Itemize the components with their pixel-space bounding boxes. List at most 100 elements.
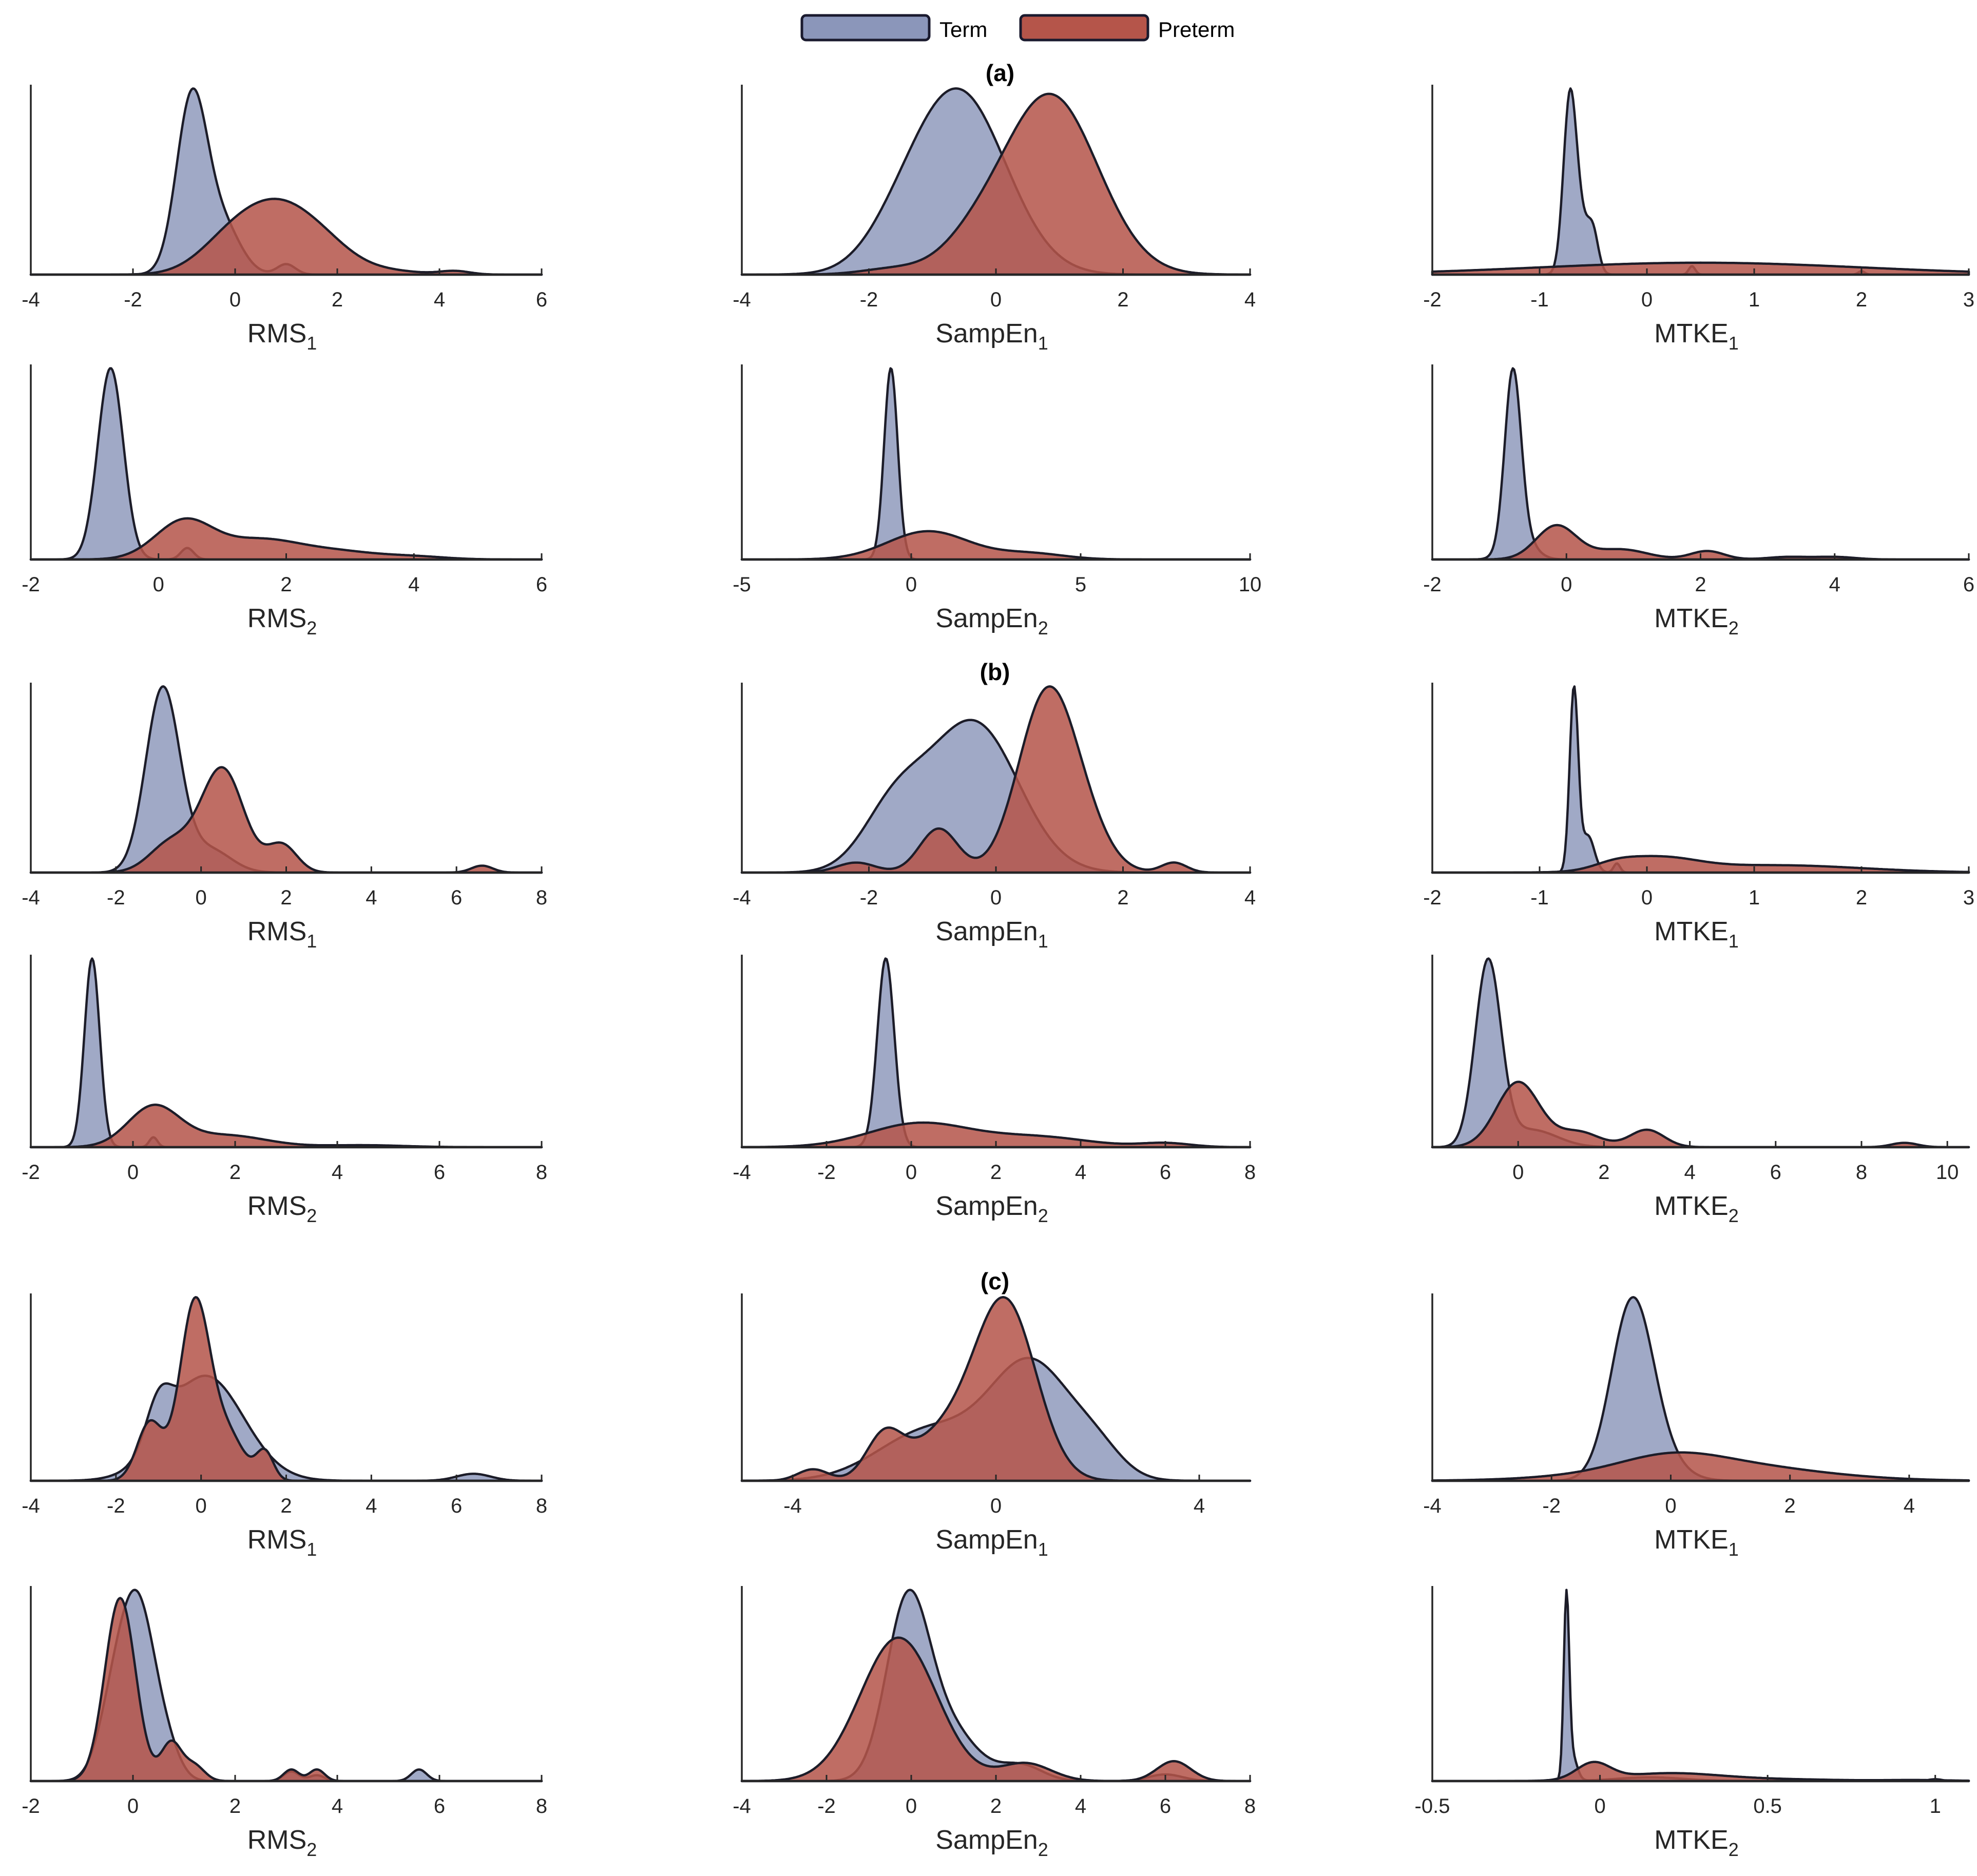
- x-axis-label: RMS1: [247, 1525, 317, 1560]
- x-tick-label: 1: [1749, 886, 1760, 909]
- x-axis-label: MTKE2: [1654, 1191, 1738, 1226]
- x-axis-label: RMS2: [247, 604, 317, 639]
- x-tick-label: -4: [783, 1495, 802, 1517]
- density-preterm-subplot-rms1-c: [29, 1296, 543, 1482]
- x-tick-label: 0: [906, 573, 917, 596]
- density-term-subplot-mtke1-b: [1431, 685, 1970, 874]
- subplot-sampen1-b: -4 -2 0 2 4 SampEn1: [733, 683, 1256, 952]
- density-preterm-subplot-rms1-a: [29, 198, 543, 276]
- density-term-subplot-rms2-b: [29, 957, 543, 1149]
- density-preterm-subplot-rms2-a: [29, 517, 543, 561]
- x-tick-label: 0: [990, 886, 1002, 909]
- x-axis-label-subscript: 1: [306, 931, 317, 952]
- x-tick-label: -4: [733, 1161, 751, 1184]
- x-tick-label: -2: [1423, 288, 1442, 311]
- x-axis-label-subscript: 1: [306, 333, 317, 354]
- x-tick-label: -5: [733, 573, 751, 596]
- x-axis-label: RMS2: [247, 1825, 317, 1860]
- legend: Term Preterm: [800, 14, 1235, 42]
- x-axis-label-subscript: 1: [306, 1539, 317, 1560]
- x-tick-label: -2: [1542, 1495, 1561, 1517]
- x-axis-label: SampEn1: [935, 1525, 1048, 1560]
- x-tick-label: -4: [22, 1495, 40, 1517]
- x-tick-label: 2: [1856, 886, 1867, 909]
- x-tick-label: 1: [1930, 1795, 1941, 1817]
- legend-swatch-term: [800, 14, 931, 42]
- x-tick-label: 0: [906, 1161, 917, 1184]
- x-tick-label: 3: [1963, 288, 1974, 311]
- x-tick-label: 0: [153, 573, 164, 596]
- density-preterm-subplot-mtke1-b: [1431, 855, 1970, 874]
- x-tick-label: 2: [280, 1495, 292, 1517]
- x-tick-label: 4: [366, 1495, 377, 1517]
- subplot-mtke1-b: -2 -1 0 1 2 3 MTKE1: [1423, 683, 1974, 952]
- x-axis-label-subscript: 2: [306, 1205, 317, 1226]
- x-tick-label: 5: [1075, 573, 1086, 596]
- subplot-sampen2-b: -4 -2 0 2 4 6 8 SampEn2: [733, 955, 1256, 1226]
- x-axis-label: RMS2: [247, 1191, 317, 1226]
- legend-label-term: Term: [939, 17, 987, 42]
- subplot-mtke1-a: -2 -1 0 1 2 3 MTKE1: [1423, 85, 1974, 354]
- density-preterm-subplot-sampen1-a: [740, 92, 1252, 276]
- density-preterm-subplot-mtke2-c: [1431, 1761, 1970, 1783]
- x-tick-label: 0: [1665, 1495, 1676, 1517]
- x-axis-label: MTKE2: [1654, 1825, 1738, 1860]
- x-axis-label: MTKE2: [1654, 604, 1738, 639]
- x-tick-label: 1: [1749, 288, 1760, 311]
- subplot-mtke2-c: -0.5 0 0.5 1 MTKE2: [1415, 1586, 1970, 1860]
- x-tick-label: 4: [332, 1161, 343, 1184]
- x-tick-label: 6: [1160, 1161, 1171, 1184]
- subplot-rms1-a: -4 -2 0 2 4 6 RMS1: [22, 85, 547, 354]
- legend-label-preterm: Preterm: [1158, 17, 1235, 42]
- x-tick-label: 0: [1641, 288, 1653, 311]
- x-axis-label-subscript: 1: [1038, 931, 1048, 952]
- x-tick-label: 0: [196, 1495, 207, 1517]
- density-term-subplot-rms2-a: [29, 367, 543, 561]
- x-tick-label: 2: [1856, 288, 1867, 311]
- x-axis-label-subscript: 2: [1038, 617, 1048, 639]
- x-tick-label: 0: [906, 1795, 917, 1817]
- x-tick-label: -2: [1423, 886, 1442, 909]
- density-preterm-subplot-rms2-c: [29, 1597, 543, 1783]
- x-tick-label: 6: [1770, 1161, 1781, 1184]
- x-tick-label: 8: [1244, 1161, 1256, 1184]
- x-axis-label: MTKE1: [1654, 319, 1738, 354]
- x-tick-label: 2: [1598, 1161, 1609, 1184]
- x-tick-label: 2: [1784, 1495, 1796, 1517]
- subplot-sampen1-a: -4 -2 0 2 4 SampEn1: [733, 85, 1256, 354]
- x-axis-label: SampEn1: [935, 319, 1048, 354]
- x-tick-label: -1: [1530, 886, 1549, 909]
- x-tick-label: -2: [107, 886, 125, 909]
- x-tick-label: 8: [536, 1495, 547, 1517]
- x-axis-label: SampEn2: [935, 1191, 1048, 1226]
- x-tick-label: 4: [1194, 1495, 1205, 1517]
- x-tick-label: 6: [434, 1795, 445, 1817]
- x-axis-label-subscript: 1: [1729, 1539, 1739, 1560]
- x-axis-label: MTKE1: [1654, 1525, 1738, 1560]
- density-term-subplot-mtke1-a: [1431, 87, 1970, 276]
- subplot-rms1-c: -4 -2 0 2 4 6 8 RMS1: [22, 1293, 547, 1560]
- x-tick-label: 0: [1512, 1161, 1524, 1184]
- x-tick-label: 0: [1561, 573, 1572, 596]
- subplot-mtke2-b: 0 2 4 6 8 10 MTKE2: [1431, 955, 1970, 1226]
- x-tick-label: -0.5: [1415, 1795, 1450, 1817]
- x-tick-label: -2: [860, 288, 878, 311]
- x-tick-label: 0.5: [1753, 1795, 1782, 1817]
- x-tick-label: 0: [990, 288, 1002, 311]
- x-tick-label: -2: [817, 1795, 836, 1817]
- panel-label-b: (b): [980, 659, 1010, 685]
- x-tick-label: 4: [366, 886, 377, 909]
- x-tick-label: 4: [1904, 1495, 1915, 1517]
- x-tick-label: 2: [990, 1795, 1002, 1817]
- x-axis-label: RMS1: [247, 319, 317, 354]
- density-preterm-subplot-mtke2-b: [1431, 1080, 1970, 1149]
- x-tick-label: -2: [22, 573, 40, 596]
- density-preterm-subplot-sampen2-c: [740, 1636, 1252, 1783]
- density-preterm-subplot-mtke1-a: [1431, 261, 1970, 276]
- x-tick-label: -2: [107, 1495, 125, 1517]
- x-tick-label: -4: [733, 1795, 751, 1817]
- x-tick-label: -1: [1530, 288, 1549, 311]
- x-tick-label: 0: [1594, 1795, 1605, 1817]
- x-tick-label: -2: [124, 288, 142, 311]
